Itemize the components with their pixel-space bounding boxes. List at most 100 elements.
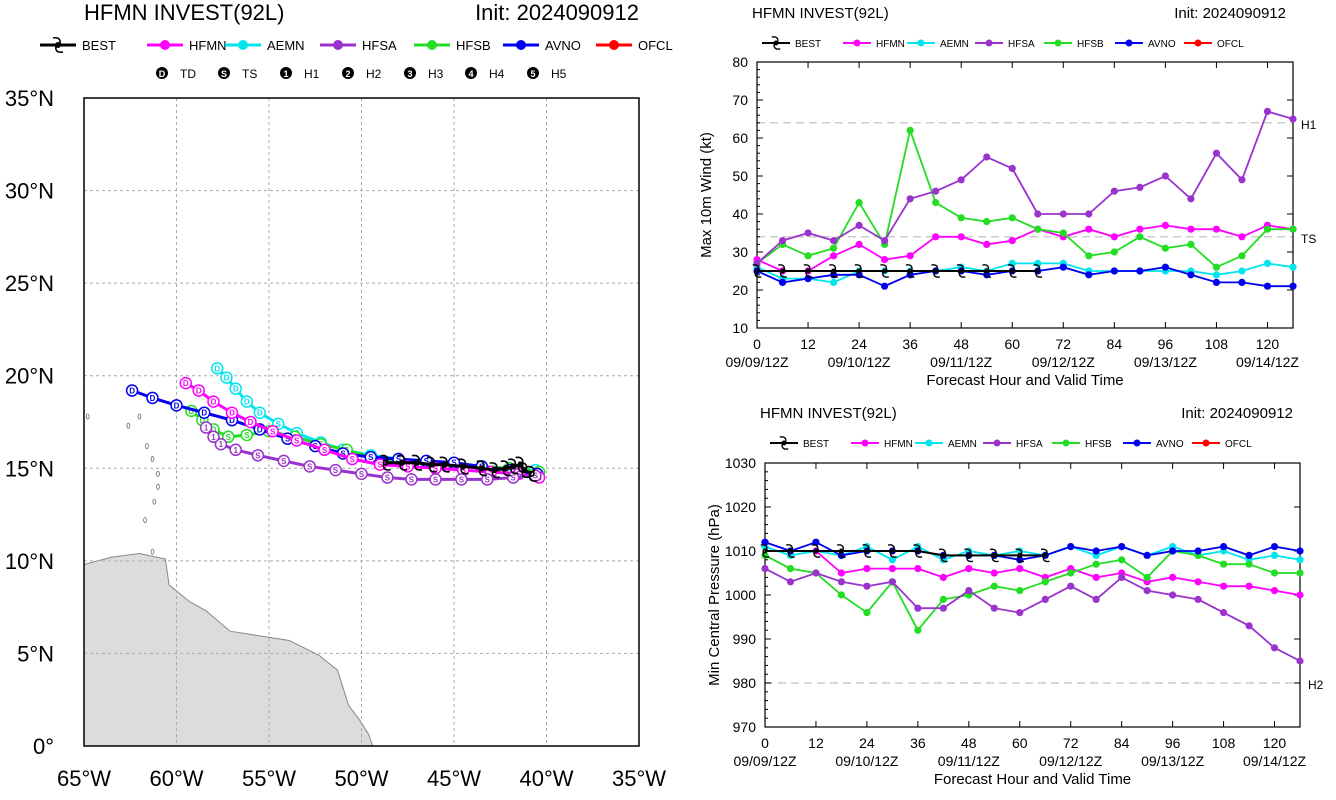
legend-label: BEST [803,439,829,450]
data-point [983,218,991,226]
svg-text:S: S [294,437,299,446]
wind-frame [756,61,1294,329]
data-point [1067,582,1075,590]
x-tick-label: 48 [953,336,969,352]
data-point-hurricane-icon [931,264,941,278]
data-point [990,569,998,577]
data-point [778,278,787,286]
track-marker: D [146,391,159,405]
x-tick-label: 60 [1012,735,1028,751]
data-point [1161,172,1169,180]
map-lat-label: 5°N [17,641,54,666]
svg-text:S: S [488,468,493,477]
data-point [1296,591,1304,599]
pressure-chart: HFMN INVEST(92L) Init: 2024090912 BEST HFMN… [706,405,1324,788]
legend-item-aemn: AEMN [225,38,305,53]
legend-label: HFSA [1008,39,1035,50]
data-point [1296,556,1304,564]
data-point [804,252,812,260]
x-tick-label: 36 [910,735,926,751]
track-marker: 1 [229,443,242,457]
legend-label: HFSA [1016,439,1043,450]
data-point [1296,569,1304,577]
y-tick-label: 60 [732,130,748,146]
series-line [764,550,1300,632]
svg-text:S: S [368,453,373,462]
x-tick-label: 72 [1063,735,1079,751]
track-marker: S [355,467,368,481]
data-point [1212,271,1221,279]
track-line [131,389,538,476]
legend-label: HFSB [1085,439,1112,450]
svg-text:S: S [511,474,516,483]
legend-label: OFCL [1225,439,1252,450]
svg-text:2: 2 [345,69,350,79]
data-point [1169,573,1177,582]
data-point [1270,644,1279,652]
data-point [1169,547,1177,555]
svg-text:S: S [507,466,512,475]
data-point [1187,271,1195,279]
svg-text:S: S [255,451,260,460]
data-point [1136,183,1144,191]
best-track-hurricane-icon [52,36,64,54]
track-marker: 1 [214,437,228,451]
data-point-hurricane-icon [837,544,846,558]
svg-text:S: S [281,457,286,466]
svg-text:S: S [270,427,275,436]
x-tick-label: 12 [808,735,824,751]
intensity-label: H3 [428,67,444,81]
threshold-label: TS [1301,232,1316,246]
svg-text:D: D [244,398,250,407]
legend-item-aemn: AEMN [907,39,969,50]
legend-label: OFCL [1217,39,1244,50]
svg-text:S: S [396,455,401,464]
data-point [965,587,973,595]
svg-text:1: 1 [204,424,209,433]
legend-item-ofcl: OFCL [1184,39,1244,50]
x-tick-label: 108 [1205,336,1229,352]
map-lat-label: 20°N [5,364,54,389]
svg-text:D: D [248,418,254,427]
y-tick-label: 1010 [725,543,756,559]
track-marker: D [240,395,254,408]
legend-item-hfsa: HFSA [320,38,397,53]
data-point [1059,210,1067,218]
track-marker: S [405,473,418,486]
wind-ylabel: Max 10m Wind (kt) [698,132,715,258]
data-point [812,538,820,546]
y-tick-label: 70 [732,92,748,108]
legend-label: AVNO [1156,439,1184,450]
svg-text:S: S [451,459,456,468]
svg-text:1: 1 [233,446,238,455]
track-marker: D [253,406,266,419]
map-frame [83,97,640,747]
track-marker: D [229,382,242,395]
legend-label: HFSA [362,38,397,53]
svg-text:D: D [224,374,230,383]
data-point [1041,578,1049,586]
x-tick-label: 108 [1212,735,1236,751]
data-point [1161,263,1169,271]
svg-text:S: S [459,475,464,484]
data-point [888,578,896,586]
intensity-legend-ts: S TS [218,67,257,81]
data-point [1092,573,1100,582]
track-marker-symbol: D [429,461,435,470]
best-track-marker-icon [439,456,450,473]
data-point [1212,149,1221,157]
data-point [957,233,965,241]
svg-text:D: D [211,425,217,434]
x-tick-label: 120 [1256,336,1280,352]
data-point [983,153,991,161]
data-point [1008,214,1016,222]
wind-title: HFMN INVEST(92L) [752,5,889,22]
track-marker-symbol: D [479,464,485,473]
data-point [1263,259,1272,267]
data-point [888,565,896,573]
svg-text:S: S [405,462,410,471]
caribbean-island [150,548,155,555]
data-point [957,176,965,184]
data-point [1092,560,1100,568]
legend-item-hfmn: HFMN [851,439,913,450]
